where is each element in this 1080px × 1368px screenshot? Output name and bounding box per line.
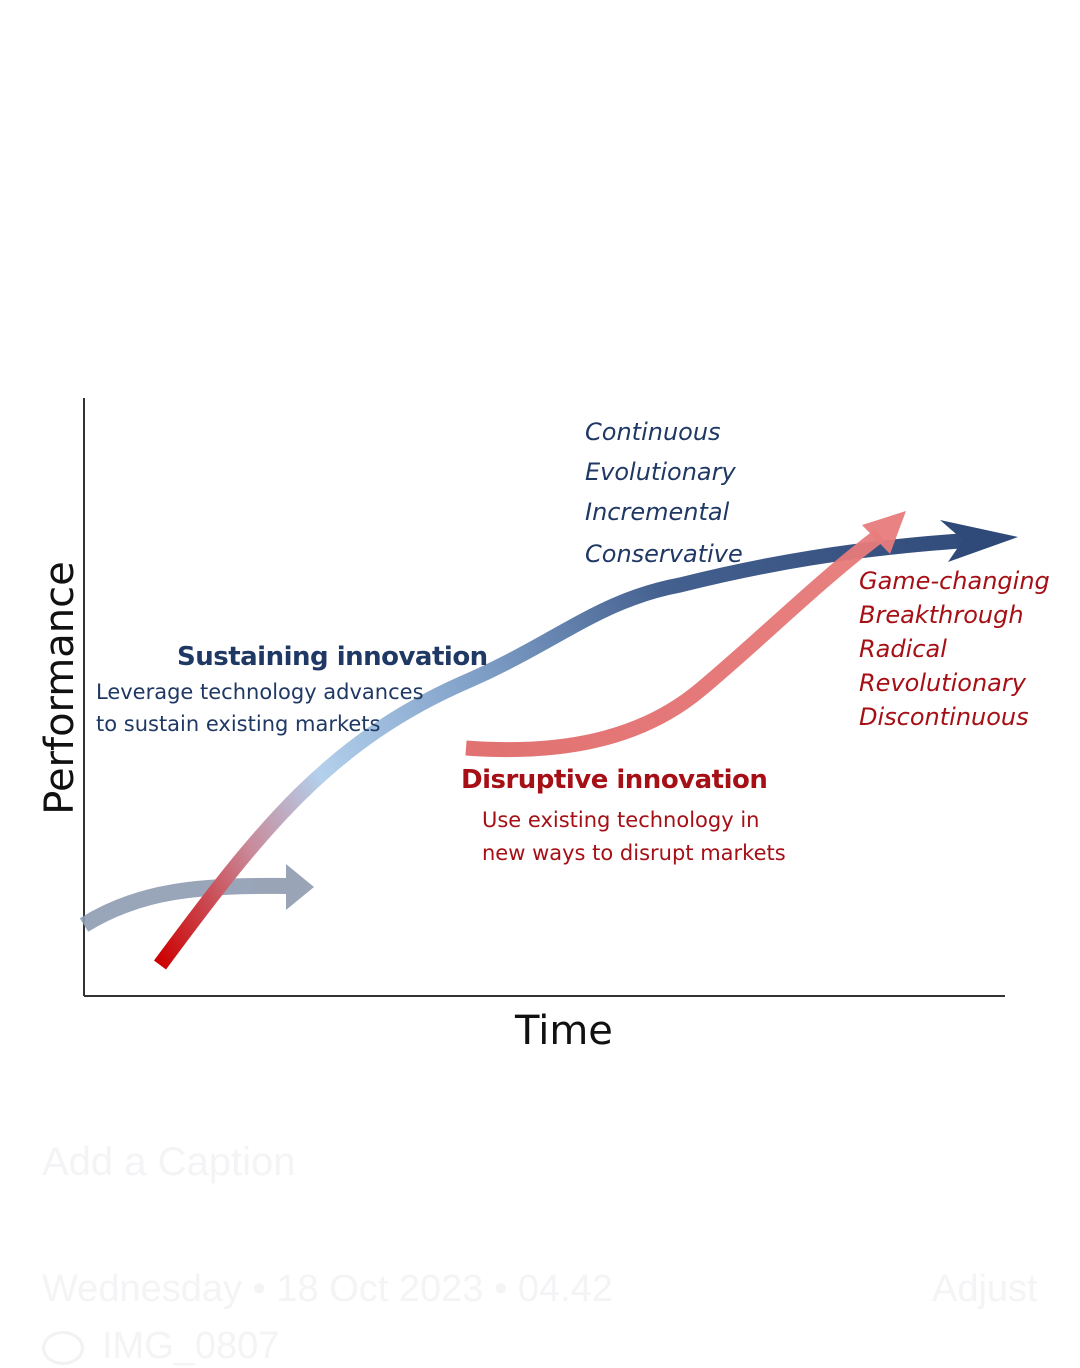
attribute-radical: Radical — [859, 635, 947, 663]
attribute-continuous: Continuous — [585, 418, 721, 446]
sustaining-description: Leverage technology advances to sustain … — [96, 676, 424, 740]
adjust-button[interactable]: Adjust — [932, 1268, 1038, 1310]
x-axis-label: Time — [515, 1008, 613, 1054]
attribute-evolutionary: Evolutionary — [585, 458, 736, 486]
disruptive-title: Disruptive innovation — [461, 765, 768, 795]
disruptive-desc-line2: new ways to disrupt markets — [482, 841, 786, 865]
sustaining-attributes: Continuous Evolutionary Incremental Cons… — [585, 412, 743, 574]
attribute-breakthrough: Breakthrough — [859, 601, 1024, 629]
disruptive-attributes: Game-changing Breakthrough Radical Revol… — [859, 564, 1050, 734]
attribute-discontinuous: Discontinuous — [859, 703, 1029, 731]
y-axis-label: Performance — [37, 561, 83, 815]
disruptive-description: Use existing technology in new ways to d… — [482, 804, 786, 870]
attribute-revolutionary: Revolutionary — [859, 669, 1026, 697]
photo-filename: IMG_0807 — [42, 1325, 279, 1368]
attribute-incremental: Incremental — [585, 498, 730, 526]
sustaining-innovation-arrow — [153, 520, 1018, 970]
sustaining-desc-line1: Leverage technology advances — [96, 680, 424, 704]
cloud-icon — [42, 1330, 84, 1365]
sustaining-desc-line2: to sustain existing markets — [96, 712, 381, 736]
photo-date: Wednesday • 18 Oct 2023 • 04.42 — [42, 1268, 613, 1310]
caption-input[interactable]: Add a Caption — [42, 1140, 296, 1184]
photo-filename-text: IMG_0807 — [102, 1325, 280, 1367]
sustaining-title: Sustaining innovation — [177, 642, 488, 672]
disruptive-desc-line1: Use existing technology in — [482, 808, 760, 832]
attribute-conservative: Conservative — [585, 540, 743, 568]
prior-technology-arrow — [79, 864, 314, 932]
attribute-game-changing: Game-changing — [859, 567, 1050, 595]
disruptive-innovation-arrow — [465, 511, 906, 758]
